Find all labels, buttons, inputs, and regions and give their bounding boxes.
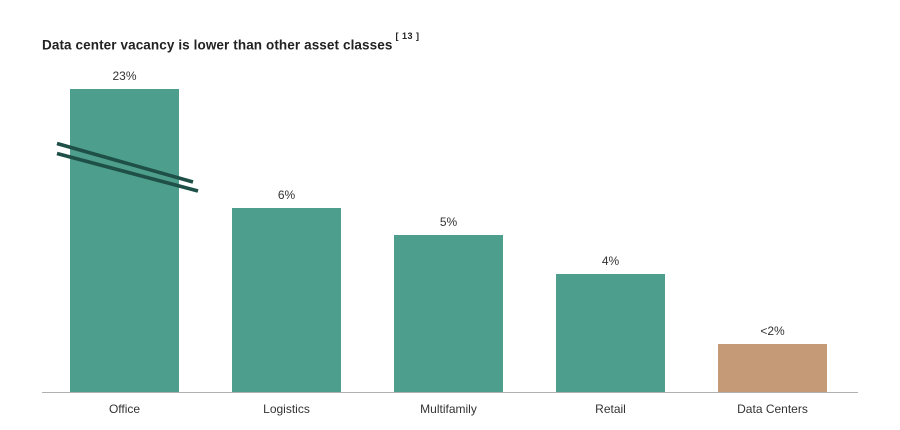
bar-retail <box>556 274 665 392</box>
chart-title: Data center vacancy is lower than other … <box>42 31 420 53</box>
bar-value-label: 4% <box>601 254 620 268</box>
axis-category-label: Office <box>108 402 141 416</box>
axis-category-label: Retail <box>595 402 626 416</box>
bar-data-centers <box>718 344 827 392</box>
citation-marker: [ 13 ] <box>395 31 420 41</box>
bar-group-office: 23% Office <box>70 69 179 416</box>
axis-category-label: Data Centers <box>737 402 808 416</box>
axis-category-label: Multifamily <box>420 402 477 416</box>
bar-value-label: 6% <box>277 188 296 202</box>
bar-value-label: 23% <box>112 69 137 83</box>
bar-group-multifamily: 5% Multifamily <box>394 215 503 416</box>
x-axis-line <box>42 392 858 393</box>
bar-group-logistics: 6% Logistics <box>232 188 341 416</box>
chart-title-text: Data center vacancy is lower than other … <box>42 37 393 53</box>
bar-value-label: 5% <box>439 215 458 229</box>
axis-category-label: Logistics <box>263 402 310 416</box>
bar-value-label: <2% <box>760 324 785 338</box>
bar-logistics <box>232 208 341 392</box>
bar-multifamily <box>394 235 503 392</box>
bar-group-retail: 4% Retail <box>556 254 665 416</box>
bar-group-data-centers: <2% Data Centers <box>718 324 827 416</box>
bar-office <box>70 89 179 392</box>
